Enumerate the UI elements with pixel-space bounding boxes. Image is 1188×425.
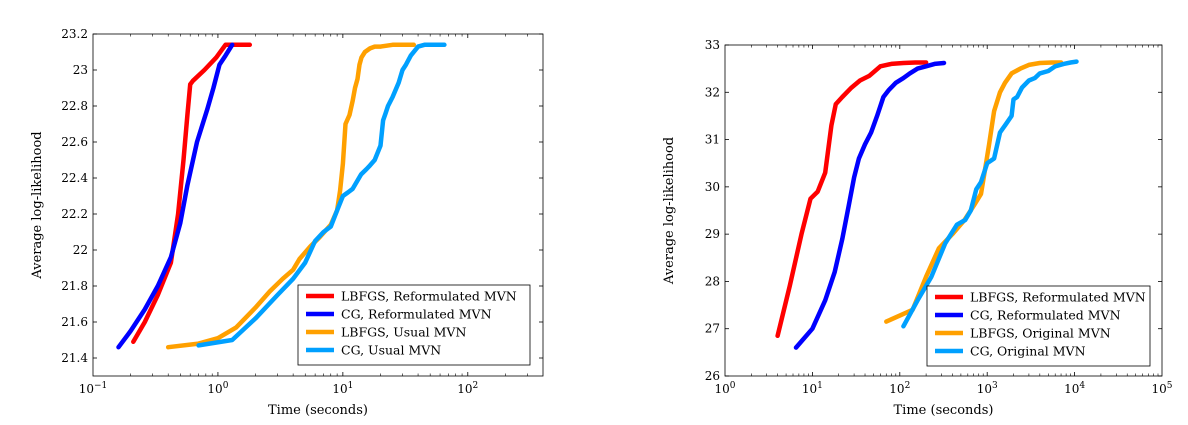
x-tick-label: 100 (714, 381, 735, 396)
y-tick-label: 28 (705, 274, 720, 288)
x-tick-label: 102 (889, 381, 910, 396)
x-tick-label: 100 (207, 381, 228, 396)
y-tick-label: 22.2 (61, 207, 88, 221)
legend-label: CG, Reformulated MVN (970, 308, 1121, 323)
y-tick-label: 21.8 (61, 279, 88, 293)
legend: LBFGS, Reformulated MVN CG, Reformulated … (926, 285, 1151, 367)
x-tick-label: 103 (977, 381, 998, 396)
y-tick-label: 32 (705, 85, 720, 99)
y-tick-label: 23.2 (61, 27, 88, 41)
y-tick-label: 29 (705, 227, 720, 241)
y-tick-label: 22.4 (61, 171, 88, 185)
legend-box (297, 284, 531, 366)
x-tick-label: 104 (1064, 381, 1085, 396)
series-line-1 (775, 60, 929, 339)
left-chart: 21.4 21.6 21.8 22 22.2 22.4 22.6 22.8 23 23.2 10−1… (30, 27, 544, 418)
series-line-4 (901, 59, 1079, 329)
legend-label: LBFGS, Reformulated MVN (341, 289, 517, 304)
series-line-3 (165, 42, 417, 350)
series-line-1 (131, 42, 253, 345)
x-tick-label: 105 (1151, 381, 1172, 396)
y-tick-label: 22 (73, 243, 88, 257)
series-line-2 (793, 60, 947, 350)
y-tick-label: 30 (705, 180, 720, 194)
y-tick-label: 31 (705, 133, 720, 147)
legend-label: LBFGS, Reformulated MVN (970, 290, 1146, 305)
y-tick-label: 21.6 (61, 315, 88, 329)
x-axis-label: Time (seconds) (268, 403, 368, 418)
legend-label: CG, Reformulated MVN (341, 307, 492, 322)
series-line-4 (196, 42, 447, 348)
y-tick-label: 22.6 (61, 135, 88, 149)
y-tick-label: 21.4 (61, 351, 88, 365)
y-tick-label: 23 (73, 63, 88, 77)
legend-label: CG, Usual MVN (341, 343, 441, 358)
legend-label: CG, Original MVN (970, 344, 1086, 359)
legend-label: LBFGS, Usual MVN (341, 325, 466, 340)
legend-label: LBFGS, Original MVN (970, 326, 1111, 341)
legend-box (926, 285, 1151, 367)
y-tick-label: 26 (705, 369, 720, 383)
y-axis-label: Average log-likelihood (30, 131, 45, 279)
x-axis-label: Time (seconds) (894, 403, 994, 418)
x-tick-label: 101 (332, 381, 353, 396)
x-tick-label: 10−1 (79, 381, 108, 396)
series-line-3 (884, 60, 1064, 324)
plot-frame (92, 33, 544, 377)
x-tick-label: 101 (802, 381, 823, 396)
plot-frame (724, 44, 1163, 377)
y-tick-label: 27 (705, 322, 720, 336)
y-tick-label: 33 (705, 38, 720, 52)
right-chart: 26 27 28 29 30 31 32 33 100 101 102 103 104 105 Time (… (662, 38, 1173, 418)
series-line-2 (116, 42, 235, 350)
x-tick-label: 102 (457, 381, 478, 396)
y-tick-label: 22.8 (61, 99, 88, 113)
y-axis-label: Average log-likelihood (662, 137, 677, 285)
legend: LBFGS, Reformulated MVN CG, Reformulated … (297, 284, 531, 366)
